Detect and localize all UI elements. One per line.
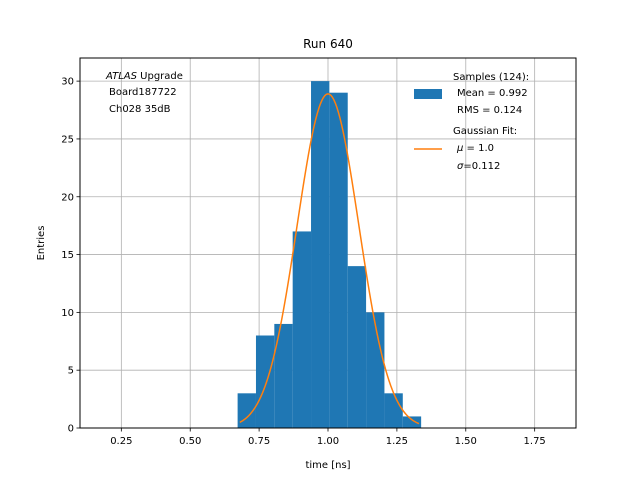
gaussian-fit-line <box>239 93 420 425</box>
histogram-bar <box>402 416 422 428</box>
legend-sigma-symbol: σ <box>457 161 464 172</box>
chart-title: Run 640 <box>303 37 353 51</box>
x-tick-label: 0.25 <box>110 436 132 447</box>
y-tick-label: 10 <box>61 308 74 319</box>
histogram-bars <box>237 81 422 428</box>
legend-samples-title: Samples (124): <box>453 72 529 83</box>
histogram-bar <box>329 92 348 428</box>
y-axis-ticks: 0 5 10 15 20 25 30 <box>61 77 80 435</box>
x-tick-label: 1.25 <box>386 436 408 447</box>
y-tick-label: 15 <box>61 250 74 261</box>
y-tick-label: 25 <box>61 134 74 145</box>
y-tick-label: 5 <box>68 366 74 377</box>
x-tick-label: 0.75 <box>248 436 270 447</box>
legend-mu-symbol: μ <box>456 143 463 154</box>
histogram-bar <box>255 335 275 428</box>
legend: Samples (124): Mean = 0.992 RMS = 0.124 … <box>414 72 529 172</box>
annotation-upgrade: Upgrade <box>137 71 183 82</box>
legend-sigma-value: =0.112 <box>463 161 500 172</box>
legend-fit-mu: μ = 1.0 <box>456 143 494 154</box>
y-tick-label: 30 <box>61 77 74 88</box>
x-tick-label: 1.75 <box>524 436 546 447</box>
x-tick-label: 0.50 <box>179 436 201 447</box>
legend-samples-patch <box>414 89 442 99</box>
legend-samples-rms: RMS = 0.124 <box>457 105 522 116</box>
legend-samples-mean: Mean = 0.992 <box>457 88 528 99</box>
histogram-bar <box>384 393 403 428</box>
annotation-line-3: Ch028 35dB <box>109 104 171 115</box>
histogram-bar <box>366 312 385 428</box>
y-tick-label: 0 <box>68 424 74 435</box>
gaussian-fit-curve <box>239 93 420 425</box>
atlas-annotation: ATLAS Upgrade Board187722 Ch028 35dB <box>105 71 183 115</box>
histogram-bar <box>274 323 293 428</box>
histogram-bar <box>292 231 312 428</box>
histogram-bar <box>237 393 256 428</box>
legend-fit-title: Gaussian Fit: <box>453 126 517 137</box>
annotation-line-1: ATLAS Upgrade <box>105 71 183 82</box>
x-tick-label: 1.00 <box>317 436 339 447</box>
y-axis-label: Entries <box>36 226 47 261</box>
histogram-bar <box>347 266 367 428</box>
annotation-atlas: ATLAS <box>105 71 138 82</box>
legend-mu-value: = 1.0 <box>463 143 494 154</box>
x-axis-ticks: 0.25 0.50 0.75 1.00 1.25 1.50 1.75 <box>110 428 546 447</box>
annotation-line-2: Board187722 <box>109 87 177 98</box>
legend-fit-sigma: σ=0.112 <box>457 161 500 172</box>
x-axis-label: time [ns] <box>305 460 350 471</box>
x-tick-label: 1.50 <box>455 436 477 447</box>
y-tick-label: 20 <box>61 192 74 203</box>
histogram-bar <box>311 81 330 428</box>
